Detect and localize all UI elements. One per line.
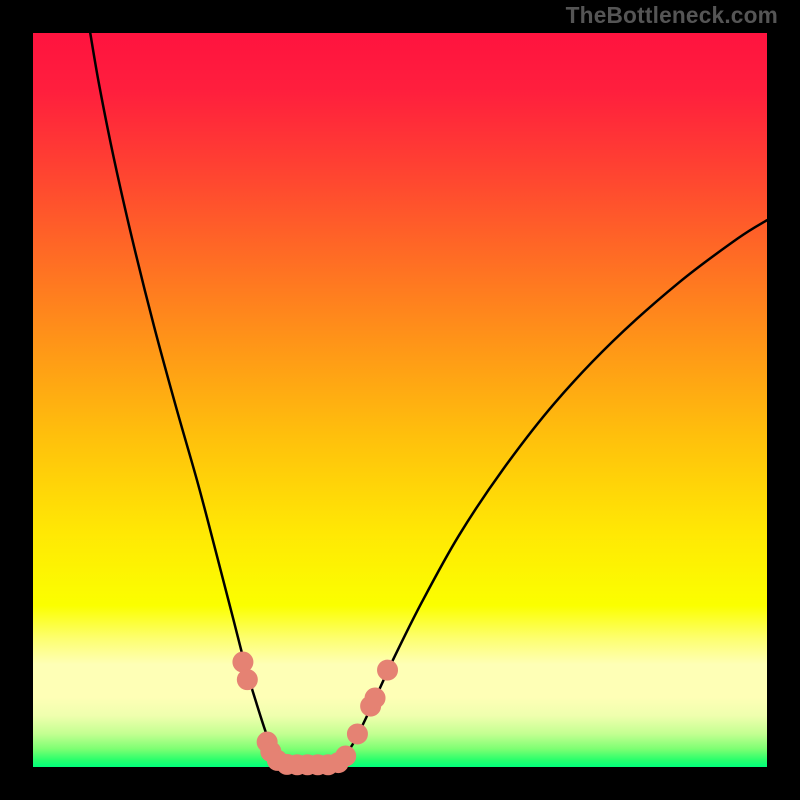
bottleneck-curve xyxy=(90,33,767,767)
curve-marker xyxy=(378,660,398,680)
curve-marker xyxy=(347,724,367,744)
curve-marker xyxy=(336,746,356,766)
stage: TheBottleneck.com xyxy=(0,0,800,800)
chart-overlay xyxy=(0,0,800,800)
curve-marker xyxy=(365,688,385,708)
watermark-text: TheBottleneck.com xyxy=(566,2,778,29)
curve-marker xyxy=(233,652,253,672)
curve-markers xyxy=(233,652,398,775)
curve-marker xyxy=(237,670,257,690)
